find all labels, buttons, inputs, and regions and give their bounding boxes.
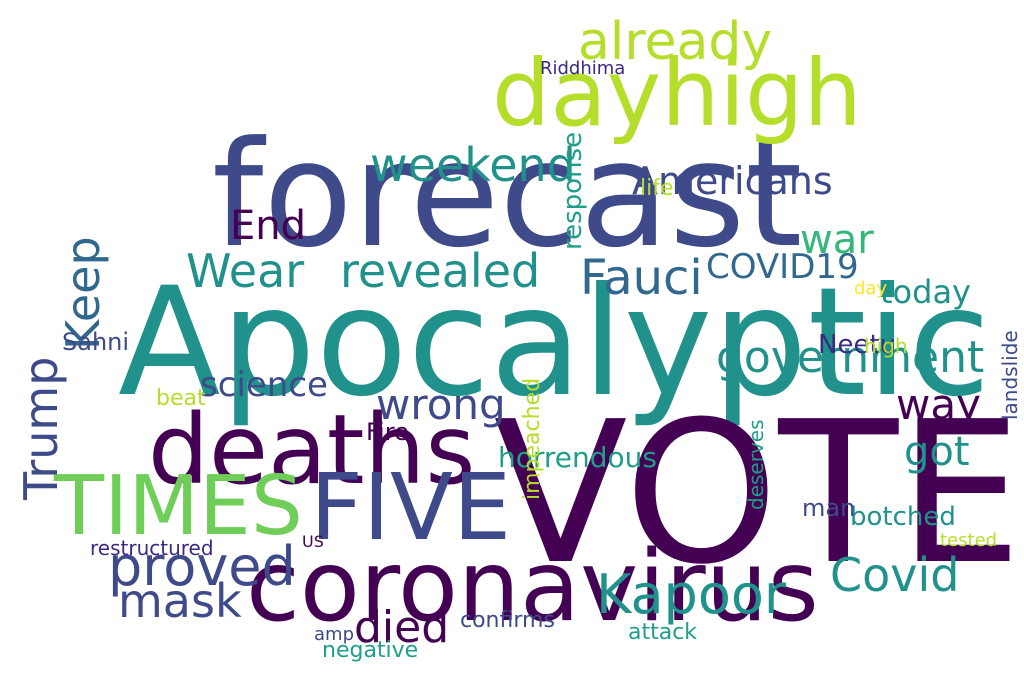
word-restructured: restructured <box>90 536 214 560</box>
word-man: man <box>802 494 856 522</box>
word-proved: proved <box>108 535 296 598</box>
word-coronavirus: coronavirus <box>246 530 819 644</box>
word-five: FIVE <box>310 454 512 561</box>
word-apocalyptic: Apocalyptic <box>118 256 991 430</box>
word-fire: Fire <box>366 418 409 446</box>
word-revealed: revealed <box>340 244 541 298</box>
word-dayhigh: dayhigh <box>492 40 862 147</box>
word-life: life <box>640 176 674 201</box>
word-trump: Trump <box>14 356 68 500</box>
word-deaths: deaths <box>148 394 476 506</box>
word-end: End <box>230 203 307 249</box>
word-wear: Wear <box>186 244 305 298</box>
word-war: war <box>800 217 874 263</box>
word-impeached: impeached <box>520 377 545 500</box>
word-fauci: Fauci <box>580 250 703 306</box>
word-today: today <box>880 273 971 311</box>
word-vote: VOTE <box>493 380 1022 608</box>
word-weekend: weekend <box>370 138 576 192</box>
word-confirms: confirms <box>460 608 555 633</box>
word-botched: botched <box>850 502 956 532</box>
word-riddhima: Riddhima <box>540 58 626 79</box>
word-day: day <box>854 278 888 299</box>
word-negative: negative <box>322 638 419 663</box>
word-mask: mask <box>118 574 242 628</box>
word-us: US <box>302 532 324 551</box>
word-beat: beat <box>156 386 206 411</box>
word-government: government <box>716 332 985 383</box>
word-forecast: forecast <box>212 110 803 280</box>
word-science: science <box>200 365 328 405</box>
word-got: got <box>904 429 970 475</box>
word-deserves: deserves <box>744 419 768 510</box>
word-horrendous: horrendous <box>498 441 658 474</box>
word-covid: Covid <box>830 548 960 602</box>
word-times: TIMES <box>54 459 303 554</box>
word-way: way <box>896 380 981 429</box>
word-landslide: landslide <box>998 330 1022 420</box>
word-attack: attack <box>628 620 698 645</box>
word-high: high <box>864 334 908 358</box>
word-wrong: wrong <box>376 380 506 429</box>
word-americans: Americans <box>632 159 833 203</box>
word-covid19: COVID19 <box>706 247 859 287</box>
word-neetu: Neetu <box>818 330 897 360</box>
word-response: response <box>558 131 588 250</box>
word-kapoor: Kapoor <box>596 563 787 626</box>
word-amp: amp <box>314 624 354 645</box>
word-died: died <box>354 602 450 653</box>
word-already: already <box>578 12 773 72</box>
word-tested: tested <box>940 530 998 551</box>
word-sahni: Sahni <box>62 328 130 356</box>
